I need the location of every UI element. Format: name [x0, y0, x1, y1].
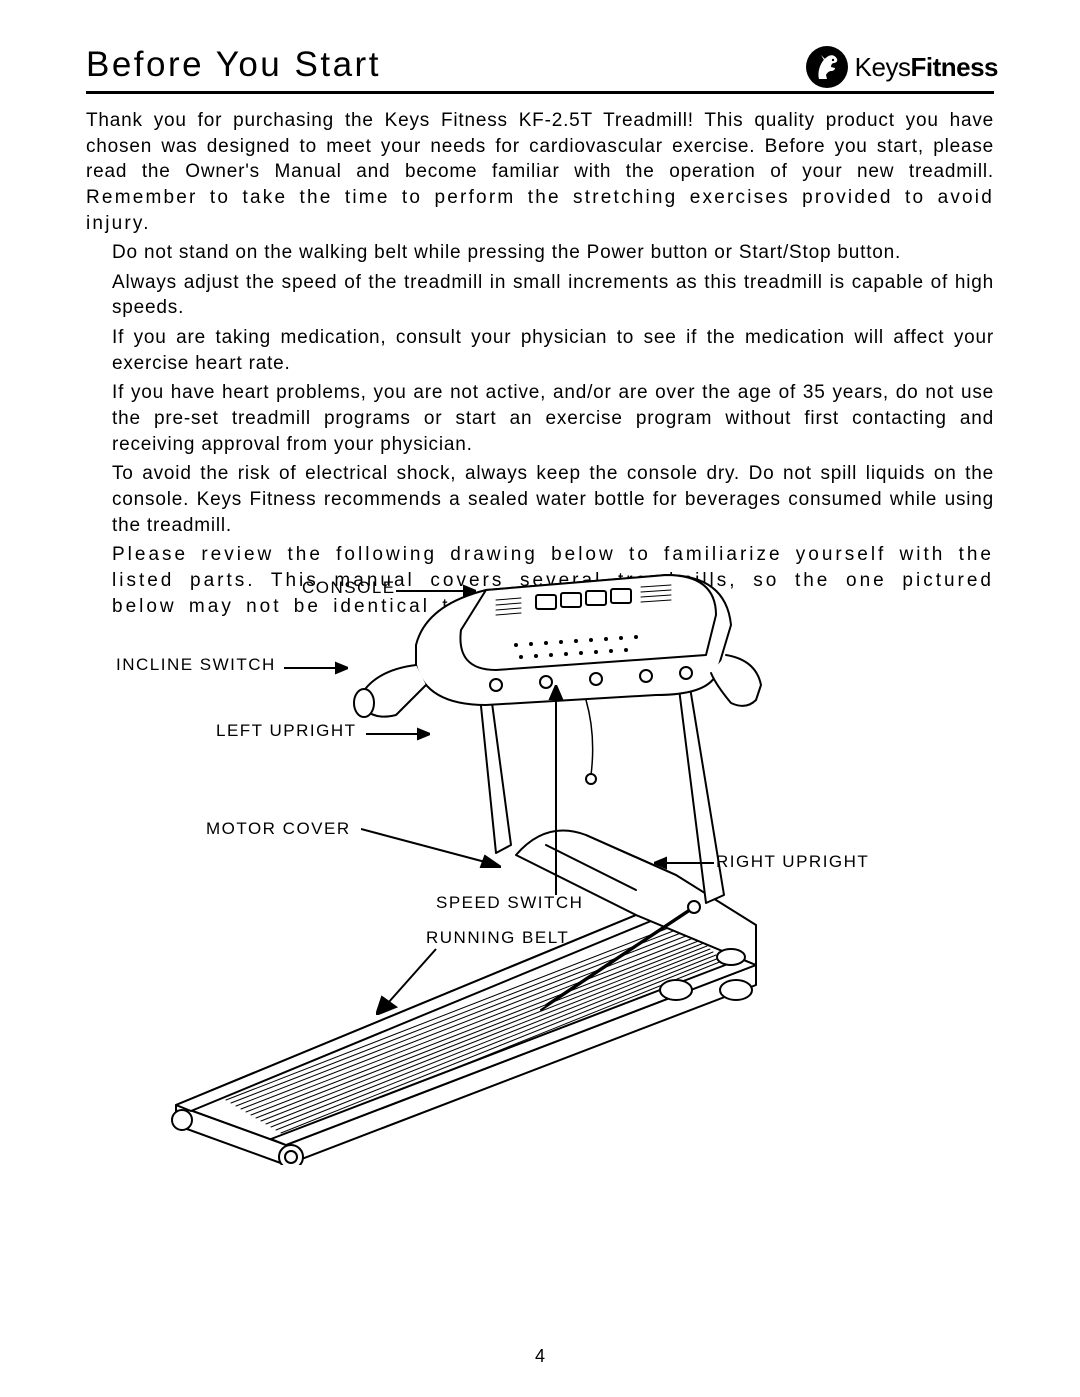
bullet-item: Always adjust the speed of the treadmill… [112, 270, 994, 321]
arrow-icon [361, 825, 501, 869]
arrow-icon [396, 583, 476, 599]
header-rule [86, 91, 994, 94]
bullet-item: If you are taking medication, consult yo… [112, 325, 994, 376]
label-console: CONSOLE [302, 578, 396, 598]
bullet-item: Do not stand on the walking belt while p… [112, 240, 994, 266]
treadmill-diagram: CONSOLE INCLINE SWITCH LEFT UPRIGHT MOTO… [86, 555, 994, 1165]
arrow-icon [376, 945, 446, 1015]
intro-text: Thank you for purchasing the Keys Fitnes… [86, 110, 994, 182]
label-speed-switch: SPEED SWITCH [436, 893, 583, 913]
brand-logo: KeysFitness [805, 45, 998, 89]
label-motor-cover: MOTOR COVER [206, 819, 351, 839]
label-incline: INCLINE SWITCH [116, 655, 276, 675]
body-copy: Thank you for purchasing the Keys Fitnes… [86, 108, 994, 619]
arrow-icon [284, 660, 348, 676]
horse-icon [805, 45, 849, 89]
arrow-icon [526, 685, 606, 895]
arrow-icon [366, 726, 430, 742]
page-number: 4 [0, 1346, 1080, 1367]
label-running-belt: RUNNING BELT [426, 928, 569, 948]
intro-emphasis: Remember to take the time to perform the… [86, 187, 994, 234]
label-left-upright: LEFT UPRIGHT [216, 721, 356, 741]
brand-name: KeysFitness [855, 52, 998, 83]
arrow-icon [654, 855, 714, 871]
label-right-upright: RIGHT UPRIGHT [716, 852, 869, 872]
bullet-item: To avoid the risk of electrical shock, a… [112, 461, 994, 538]
page-title: Before You Start [86, 45, 381, 85]
bullet-item: If you have heart problems, you are not … [112, 380, 994, 457]
